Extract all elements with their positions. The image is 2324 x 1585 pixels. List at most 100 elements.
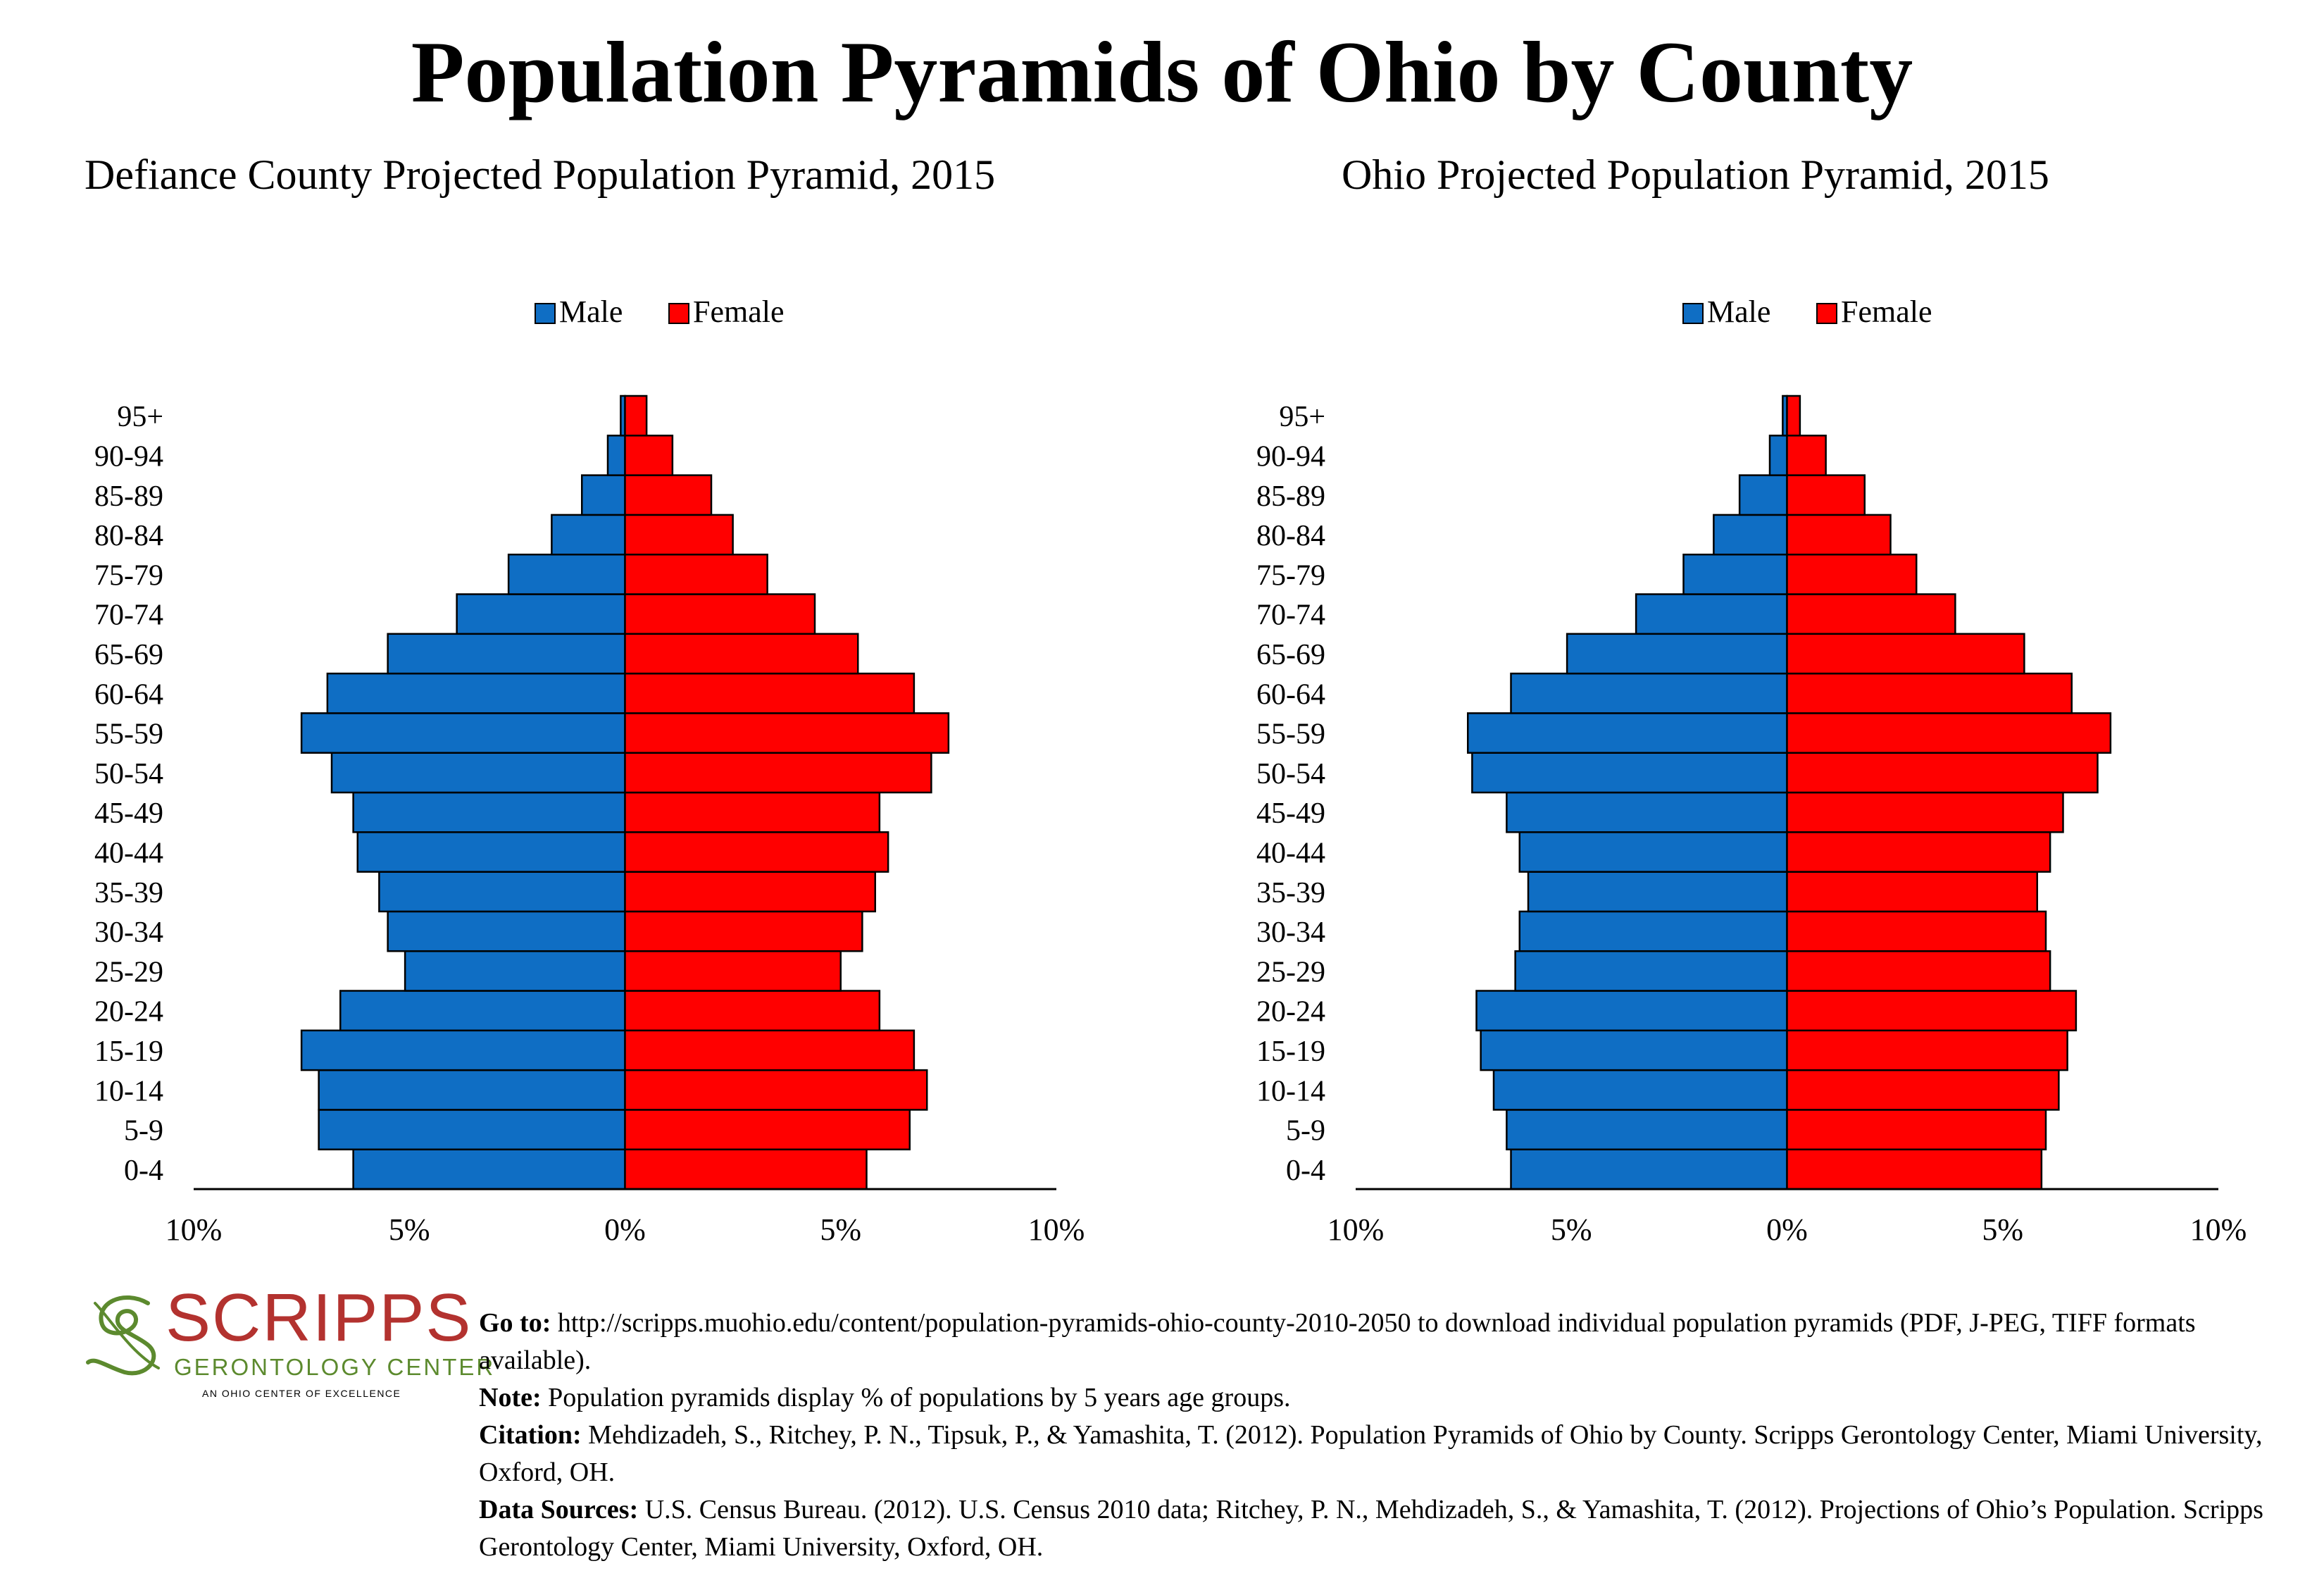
bar-female-50-54: [624, 752, 932, 794]
bar-male-40-44: [356, 831, 626, 873]
legend-male-label: Male: [1707, 294, 1770, 329]
logo-tagline: AN OHIO CENTER OF EXCELLENCE: [202, 1388, 401, 1399]
bar-male-25-29: [1514, 950, 1788, 992]
note-line: Note: Population pyramids display % of p…: [479, 1379, 2310, 1417]
bar-male-65-69: [387, 633, 626, 675]
bar-male-0-4: [352, 1148, 626, 1191]
note-text: Population pyramids display % of populat…: [541, 1383, 1291, 1412]
legend-female-swatch: [1816, 303, 1837, 324]
bar-female-15-19: [1786, 1029, 2068, 1071]
bar-female-75-79: [624, 553, 768, 595]
age-label: 70-74: [94, 599, 163, 632]
bar-male-80-84: [1713, 514, 1788, 556]
bar-female-35-39: [624, 871, 876, 913]
goto-link[interactable]: http://scripps.muohio.edu/content/popula…: [479, 1308, 2196, 1375]
age-label: 45-49: [94, 797, 163, 830]
defiance-pyramid-svg: Defiance County Projected Population Pyr…: [85, 151, 1085, 1247]
bar-male-45-49: [352, 791, 626, 833]
bar-female-55-59: [624, 712, 950, 754]
age-label: 90-94: [1256, 440, 1325, 473]
age-label: 85-89: [94, 480, 163, 513]
age-label: 0-4: [124, 1155, 163, 1187]
legend-male-label: Male: [559, 294, 623, 329]
age-label: 50-54: [94, 758, 163, 790]
bar-male-80-84: [551, 514, 626, 556]
bar-female-20-24: [1786, 990, 2078, 1032]
x-tick-label: 0%: [604, 1212, 646, 1247]
bar-female-35-39: [1786, 871, 2038, 913]
bar-female-55-59: [1786, 712, 2112, 754]
age-label: 45-49: [1256, 797, 1325, 830]
bar-female-45-49: [624, 791, 881, 833]
sources-label: Data Sources:: [479, 1495, 639, 1524]
scripps-logo[interactable]: SCRIPPS GERONTOLOGY CENTER AN OHIO CENTE…: [81, 1280, 493, 1409]
bar-male-10-14: [1492, 1069, 1788, 1111]
bar-male-90-94: [606, 435, 626, 476]
x-tick-label: 10%: [165, 1212, 223, 1247]
age-label: 65-69: [94, 639, 163, 671]
age-label: 95+: [1279, 401, 1325, 433]
x-tick-label: 10%: [2190, 1212, 2247, 1247]
bar-female-5-9: [1786, 1109, 2047, 1150]
sources-text: U.S. Census Bureau. (2012). U.S. Census …: [479, 1495, 2263, 1562]
age-label: 20-24: [1256, 996, 1325, 1028]
notes-block: Go to: http://scripps.muohio.edu/content…: [479, 1305, 2310, 1566]
bar-male-50-54: [330, 752, 626, 794]
bar-female-70-74: [1786, 593, 1956, 635]
bar-female-85-89: [1786, 474, 1866, 516]
age-label: 75-79: [94, 559, 163, 592]
age-label: 30-34: [1256, 916, 1325, 949]
age-label: 40-44: [1256, 837, 1325, 869]
age-label: 5-9: [1286, 1115, 1325, 1148]
bar-female-95+: [624, 394, 648, 437]
bar-female-65-69: [1786, 633, 2025, 675]
age-label: 10-14: [1256, 1075, 1325, 1107]
bar-male-70-74: [456, 593, 626, 635]
bar-female-90-94: [624, 435, 674, 476]
bar-male-10-14: [318, 1069, 626, 1111]
bar-male-15-19: [1480, 1029, 1788, 1071]
bar-female-80-84: [624, 514, 734, 556]
bar-female-15-19: [624, 1029, 916, 1071]
bar-male-20-24: [339, 990, 626, 1032]
bar-female-75-79: [1786, 553, 1918, 595]
bar-female-50-54: [1786, 752, 2099, 794]
age-label: 70-74: [1256, 599, 1325, 632]
bar-female-0-4: [1786, 1148, 2043, 1191]
goto-note: Go to: http://scripps.muohio.edu/content…: [479, 1305, 2310, 1379]
bar-male-90-94: [1768, 435, 1788, 476]
legend-female-label: Female: [693, 294, 785, 329]
bar-female-25-29: [624, 950, 842, 992]
age-label: 60-64: [1256, 678, 1325, 711]
bar-male-60-64: [1510, 672, 1788, 714]
bar-female-40-44: [1786, 831, 2051, 873]
age-label: 80-84: [94, 520, 163, 552]
bar-female-10-14: [624, 1069, 928, 1111]
bar-male-75-79: [1682, 553, 1788, 595]
bar-male-30-34: [387, 910, 626, 952]
bar-male-5-9: [318, 1109, 626, 1150]
main-title: Population Pyramids of Ohio by County: [411, 24, 1913, 120]
age-label: 60-64: [94, 678, 163, 711]
legend: Male Female: [535, 294, 785, 329]
age-label: 15-19: [1256, 1036, 1325, 1068]
sources-line: Data Sources: U.S. Census Bureau. (2012)…: [479, 1491, 2310, 1566]
logo-subtitle: GERONTOLOGY CENTER: [174, 1354, 496, 1380]
age-label: 35-39: [1256, 877, 1325, 909]
legend-male-swatch: [1682, 303, 1704, 324]
bar-female-10-14: [1786, 1069, 2060, 1111]
bar-female-30-34: [624, 910, 863, 952]
legend-male-swatch: [535, 303, 556, 324]
note-label: Note:: [479, 1383, 542, 1412]
age-label: 90-94: [94, 440, 163, 473]
age-label: 35-39: [94, 877, 163, 909]
citation-label: Citation:: [479, 1420, 582, 1450]
x-tick-label: 5%: [1551, 1212, 1592, 1247]
age-label: 25-29: [94, 956, 163, 988]
bar-female-65-69: [624, 633, 859, 675]
bar-male-20-24: [1475, 990, 1788, 1032]
age-label: 25-29: [1256, 956, 1325, 988]
bar-female-80-84: [1786, 514, 1892, 556]
bar-male-60-64: [326, 672, 626, 714]
goto-label: Go to:: [479, 1308, 551, 1338]
